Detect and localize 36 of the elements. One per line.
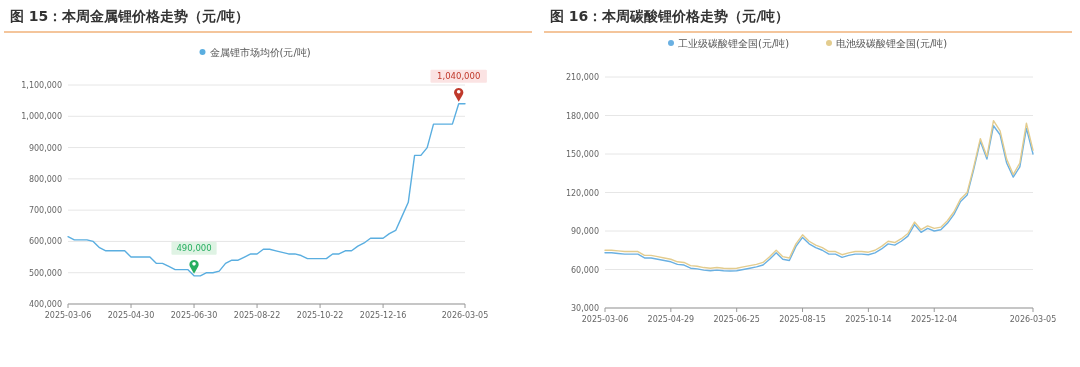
chart-title: 图 15：本周金属锂价格走势（元/吨） xyxy=(10,8,250,24)
x-tick-label: 2025-04-29 xyxy=(647,315,695,324)
y-tick-label: 60,000 xyxy=(571,265,599,275)
y-tick-label: 900,000 xyxy=(28,143,62,153)
annotation: 490,000 xyxy=(176,243,212,254)
x-tick-label: 2025-03-06 xyxy=(44,311,92,320)
y-tick-label: 600,000 xyxy=(28,237,62,247)
y-tick-label: 700,000 xyxy=(28,206,62,216)
x-tick-label: 2025-03-06 xyxy=(581,315,629,324)
y-tick-label: 30,000 xyxy=(571,304,599,313)
x-tick-label: 2025-06-25 xyxy=(713,315,760,324)
y-tick-label: 800,000 xyxy=(28,174,62,184)
legend-label: 金属锂市场均价(元/吨) xyxy=(209,47,311,58)
y-tick-label: 120,000 xyxy=(565,188,599,198)
y-tick-label: 1,100,000 xyxy=(21,81,62,90)
x-tick-label: 2026-03-05 xyxy=(1009,315,1057,324)
chart-title: 图 16：本周碳酸锂价格走势（元/吨） xyxy=(550,8,790,24)
y-tick-label: 180,000 xyxy=(565,111,599,121)
x-tick-label: 2025-10-22 xyxy=(296,311,344,320)
legend-label: 工业级碳酸锂全国(元/吨) xyxy=(678,38,790,49)
x-tick-label: 2025-04-30 xyxy=(107,311,155,320)
x-tick-label: 2025-08-22 xyxy=(233,311,281,320)
x-tick-label: 2025-10-14 xyxy=(845,315,892,324)
y-tick-label: 500,000 xyxy=(28,268,62,278)
y-tick-label: 400,000 xyxy=(28,300,62,309)
annotation: 1,040,000 xyxy=(437,71,481,82)
y-tick-label: 1,000,000 xyxy=(21,112,62,122)
x-tick-label: 2025-12-04 xyxy=(910,315,958,324)
x-tick-label: 2026-03-05 xyxy=(441,311,489,320)
y-tick-label: 210,000 xyxy=(565,73,599,82)
legend-label: 电池级碳酸锂全国(元/吨) xyxy=(836,38,948,49)
x-tick-label: 2025-06-30 xyxy=(170,311,218,320)
y-tick-label: 90,000 xyxy=(571,227,599,236)
x-tick-label: 2025-12-16 xyxy=(359,311,407,320)
y-tick-label: 150,000 xyxy=(565,150,599,159)
x-tick-label: 2025-08-15 xyxy=(779,315,826,324)
